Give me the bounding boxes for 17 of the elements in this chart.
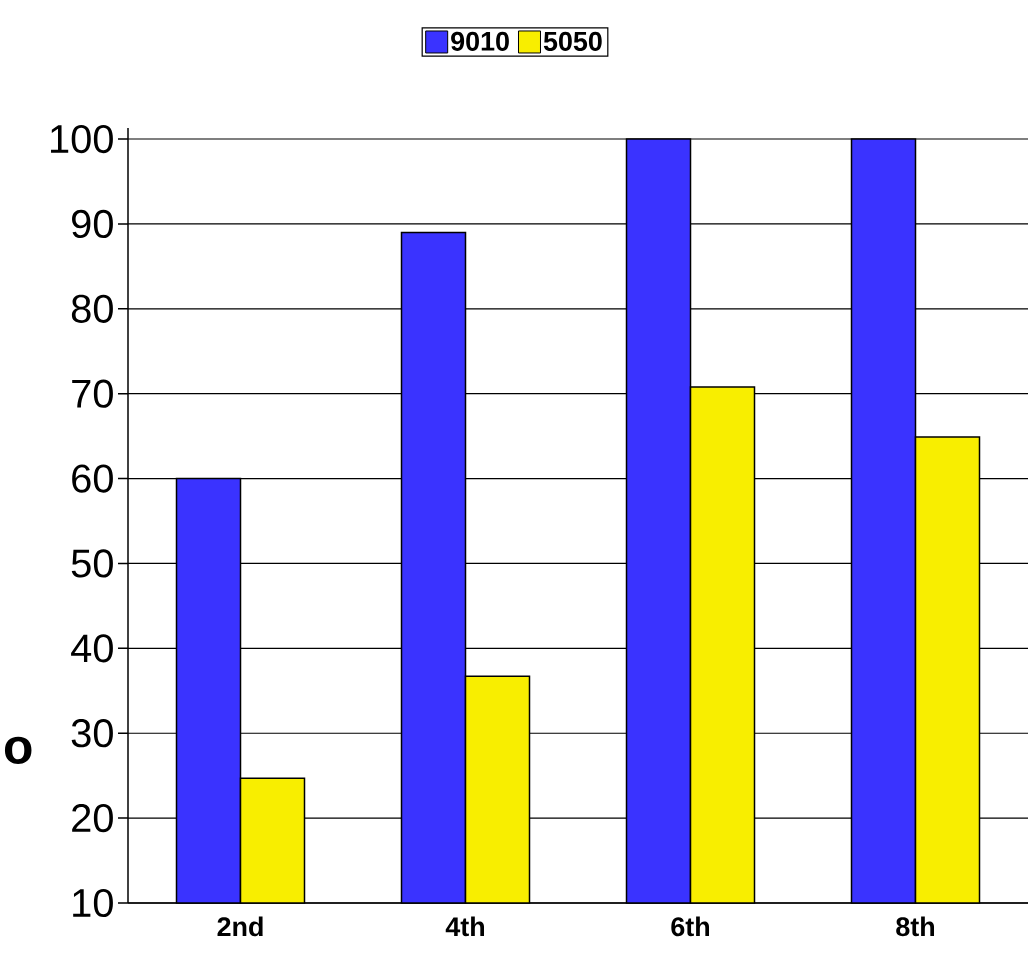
legend-label: 9010 — [451, 31, 509, 51]
y-tick-label: 10 — [73, 888, 113, 918]
y-tick-label: 70 — [72, 379, 113, 408]
x-tick-label: 2nd — [217, 916, 263, 937]
y-tick-label: 90 — [72, 209, 113, 239]
y-axis-title: o — [4, 736, 32, 764]
legend-label: 5050 — [543, 31, 602, 51]
y-tick-label: 40 — [71, 634, 113, 663]
y-tick-label: 30 — [71, 719, 113, 748]
y-tick-label: 80 — [71, 294, 113, 323]
x-tick-label: 8th — [896, 916, 935, 937]
x-tick-label: 4th — [445, 916, 485, 937]
y-tick-label: 50 — [71, 549, 113, 578]
y-tick-label: 60 — [72, 464, 113, 493]
x-tick-label: 6th — [671, 916, 710, 937]
y-tick-label: 100 — [51, 124, 113, 154]
y-tick-label: 20 — [72, 804, 113, 833]
